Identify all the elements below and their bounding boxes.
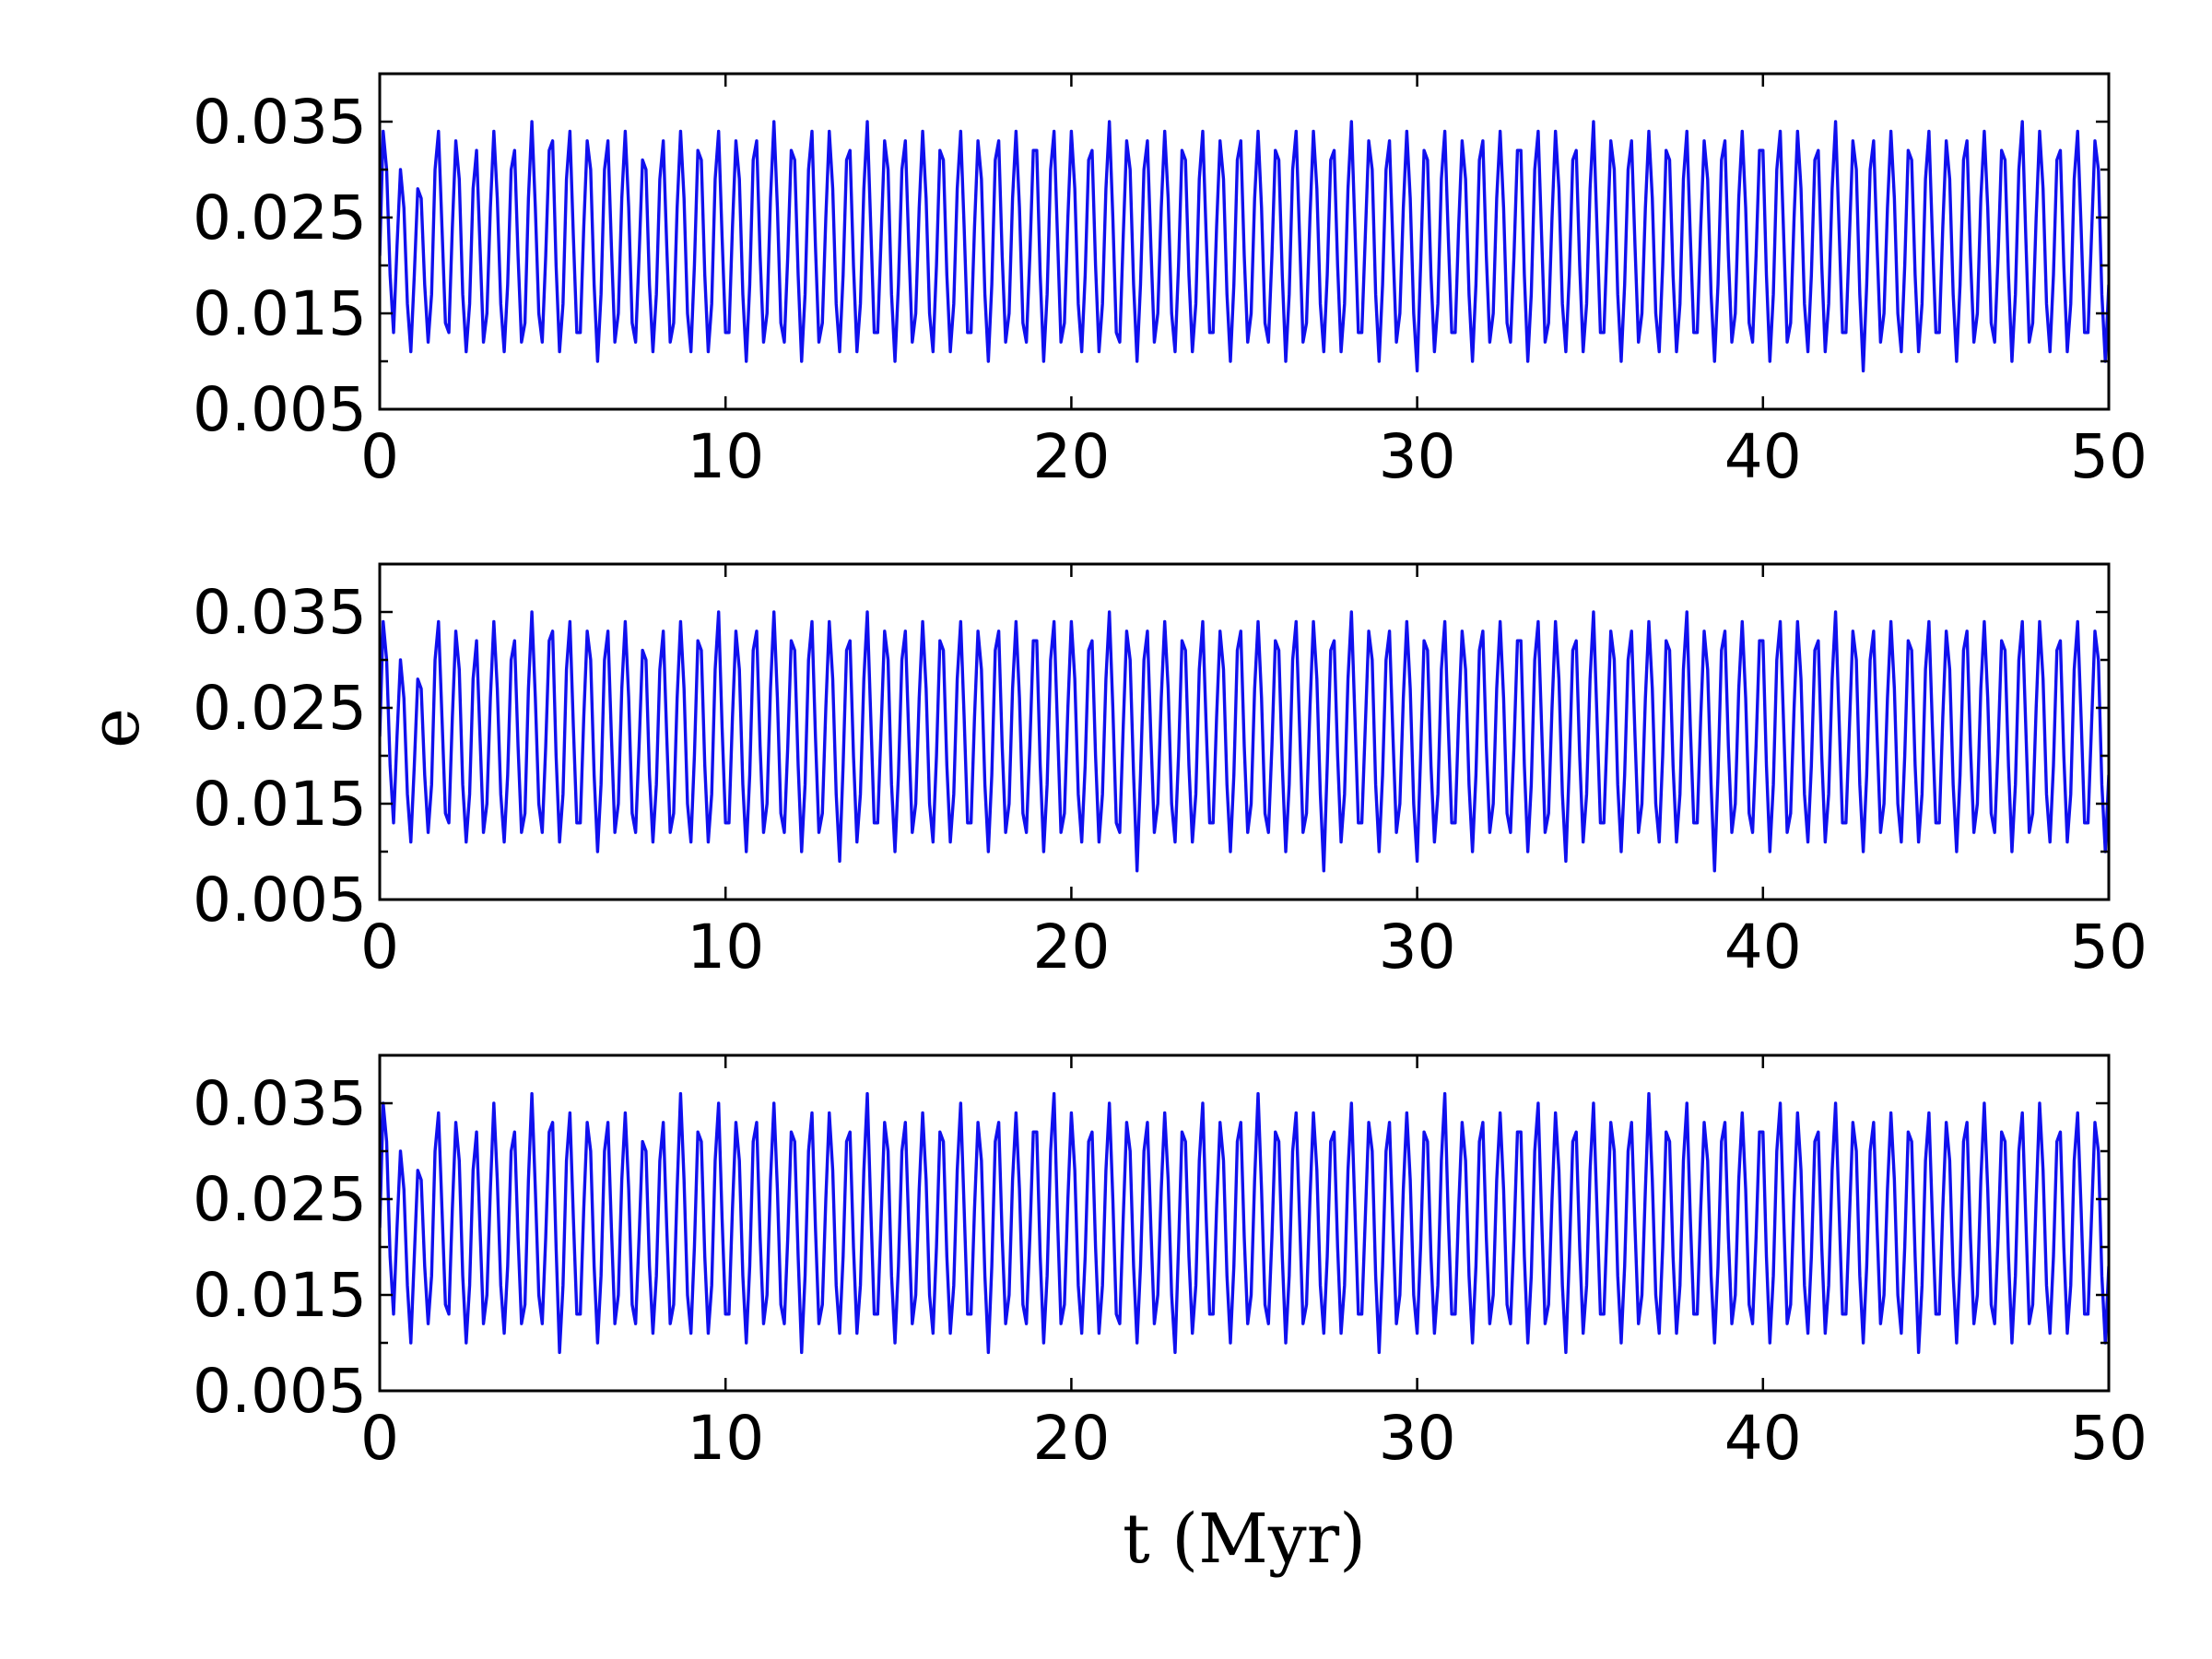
axes-frame <box>378 72 2111 411</box>
y-tick-label: 0.005 <box>193 1356 367 1427</box>
x-tick-label: 30 <box>1379 421 1456 492</box>
x-tick-label: 10 <box>687 421 764 492</box>
y-tick-label: 0.015 <box>193 278 367 349</box>
y-tick-label: 0.035 <box>193 1068 367 1139</box>
x-tick-label: 20 <box>1032 1403 1110 1474</box>
y-tick-label: 0.025 <box>193 1164 367 1235</box>
panel-top: 0 10 20 30 40 50 0.005 0.015 0.025 0.035 <box>193 72 2147 492</box>
axes-frame <box>378 1053 2111 1393</box>
y-tick-label: 0.015 <box>193 769 367 840</box>
y-tick-label: 0.035 <box>193 87 367 158</box>
x-tick-label: 10 <box>687 1403 764 1474</box>
x-tick-label: 10 <box>687 912 764 982</box>
x-tick-label: 0 <box>360 912 399 982</box>
x-axis-label: t (Myr) <box>1123 1500 1366 1579</box>
x-tick-label: 30 <box>1379 912 1456 982</box>
y-tick-label: 0.005 <box>193 865 367 935</box>
x-tick-label: 20 <box>1032 912 1110 982</box>
x-tick-label: 0 <box>360 1403 399 1474</box>
series-line <box>380 1091 2109 1355</box>
y-tick-label: 0.035 <box>193 577 367 648</box>
x-tick-label: 20 <box>1032 421 1110 492</box>
x-tick-label: 30 <box>1379 1403 1456 1474</box>
x-tick-label: 50 <box>2070 421 2147 492</box>
series-line <box>380 120 2109 373</box>
y-tick-label: 0.005 <box>193 374 367 445</box>
axes-frame <box>378 562 2111 901</box>
x-tick-label: 0 <box>360 421 399 492</box>
panel-bottom: 0 10 20 30 40 50 0.005 0.015 0.025 0.035 <box>193 1053 2147 1474</box>
x-tick-label: 50 <box>2070 912 2147 982</box>
y-tick-label: 0.025 <box>193 182 367 253</box>
y-tick-label: 0.025 <box>193 673 367 744</box>
panel-middle: 0 10 20 30 40 50 0.005 0.015 0.025 0.035 <box>193 562 2147 982</box>
y-tick-label: 0.015 <box>193 1260 367 1331</box>
x-tick-label: 40 <box>1724 1403 1802 1474</box>
x-tick-label: 40 <box>1724 421 1802 492</box>
x-tick-label: 40 <box>1724 912 1802 982</box>
series-line <box>380 610 2109 873</box>
x-tick-label: 50 <box>2070 1403 2147 1474</box>
y-axis-label: e <box>76 708 155 748</box>
